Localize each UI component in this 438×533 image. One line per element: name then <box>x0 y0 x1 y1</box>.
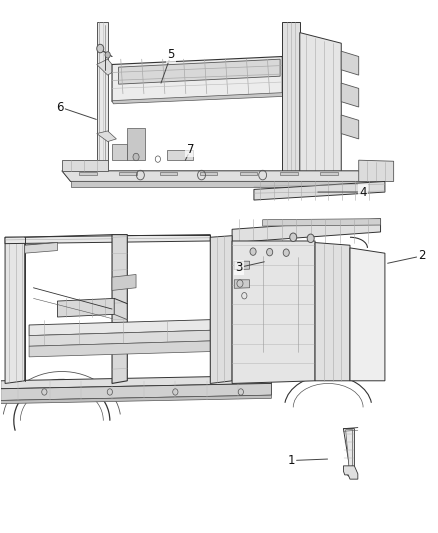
Polygon shape <box>1 375 272 389</box>
Polygon shape <box>62 171 367 181</box>
Polygon shape <box>119 59 280 84</box>
Polygon shape <box>166 150 193 160</box>
Text: 5: 5 <box>167 49 175 61</box>
Polygon shape <box>359 160 394 181</box>
Text: 3: 3 <box>235 261 242 274</box>
Polygon shape <box>127 128 145 160</box>
Circle shape <box>133 154 139 161</box>
Circle shape <box>105 52 110 58</box>
Polygon shape <box>79 172 97 175</box>
Polygon shape <box>240 172 258 175</box>
Circle shape <box>250 248 256 255</box>
Polygon shape <box>254 181 385 200</box>
Polygon shape <box>350 248 385 381</box>
Polygon shape <box>283 22 300 184</box>
Polygon shape <box>320 172 338 175</box>
Polygon shape <box>263 219 381 226</box>
Circle shape <box>290 233 297 241</box>
Polygon shape <box>29 330 210 346</box>
Polygon shape <box>112 56 283 102</box>
Polygon shape <box>97 22 108 184</box>
Polygon shape <box>112 235 127 383</box>
Polygon shape <box>62 160 108 171</box>
Polygon shape <box>232 219 381 243</box>
Text: 2: 2 <box>418 249 426 262</box>
Polygon shape <box>341 83 359 107</box>
Polygon shape <box>97 131 117 142</box>
Polygon shape <box>5 235 210 244</box>
Polygon shape <box>280 172 297 175</box>
Polygon shape <box>343 466 358 479</box>
Polygon shape <box>200 172 217 175</box>
Polygon shape <box>234 280 250 288</box>
Polygon shape <box>308 252 313 255</box>
Text: 4: 4 <box>359 185 367 199</box>
Polygon shape <box>112 274 136 290</box>
Polygon shape <box>29 341 210 357</box>
Polygon shape <box>1 395 272 403</box>
Polygon shape <box>210 236 232 383</box>
Polygon shape <box>120 172 137 175</box>
Polygon shape <box>341 51 359 75</box>
Polygon shape <box>97 59 117 75</box>
Polygon shape <box>234 261 250 270</box>
Circle shape <box>267 248 273 256</box>
Polygon shape <box>346 430 353 469</box>
Polygon shape <box>25 243 57 253</box>
Polygon shape <box>57 298 114 317</box>
Polygon shape <box>159 172 177 175</box>
Circle shape <box>307 234 314 243</box>
Circle shape <box>283 249 289 256</box>
Text: 7: 7 <box>187 143 194 156</box>
Polygon shape <box>315 243 350 381</box>
Polygon shape <box>291 251 295 254</box>
Circle shape <box>97 44 104 53</box>
Polygon shape <box>300 33 341 184</box>
Polygon shape <box>29 320 210 336</box>
Polygon shape <box>1 383 272 400</box>
Polygon shape <box>341 115 359 139</box>
Polygon shape <box>112 93 284 104</box>
Polygon shape <box>112 144 127 160</box>
Polygon shape <box>5 237 25 383</box>
Text: 1: 1 <box>287 454 295 467</box>
Polygon shape <box>232 241 315 383</box>
Polygon shape <box>71 181 367 187</box>
Text: 6: 6 <box>56 101 64 114</box>
